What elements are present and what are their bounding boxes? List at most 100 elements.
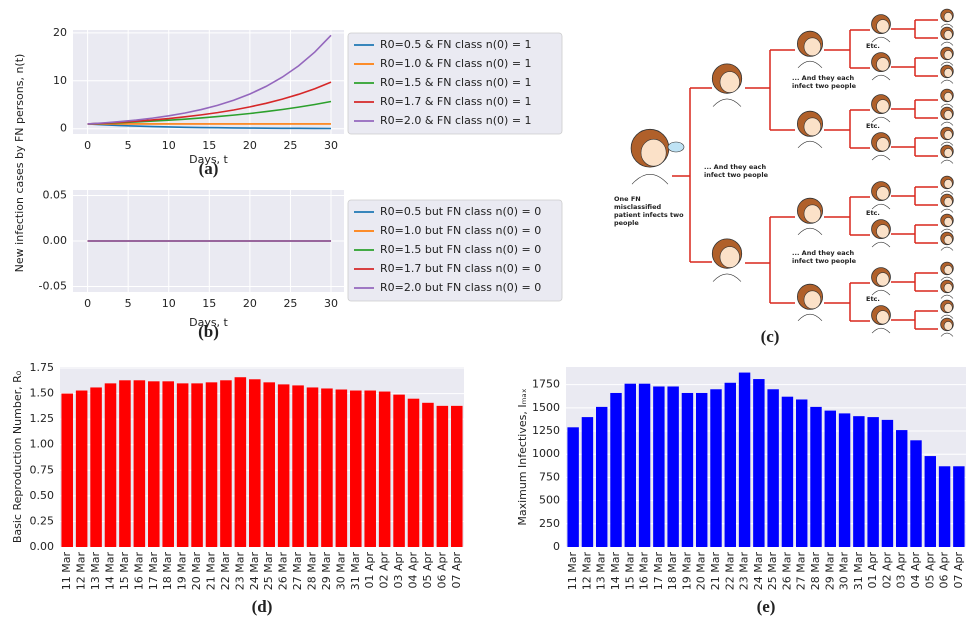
x-tick-label: 03 Apr <box>895 552 908 589</box>
legend-label: R0=2.0 but FN class n(0) = 0 <box>380 281 541 294</box>
y-tick-label: 500 <box>539 494 560 507</box>
body <box>871 116 891 123</box>
face <box>943 130 953 140</box>
body <box>940 314 954 319</box>
x-tick-label: 02 Apr <box>378 552 391 589</box>
x-tick-label: 02 Apr <box>880 552 893 589</box>
x-tick-label: 20 Mar <box>190 552 203 591</box>
bar <box>407 398 420 547</box>
bar <box>824 410 836 547</box>
legend-box <box>347 32 563 135</box>
bar <box>321 388 333 547</box>
bar <box>796 399 808 547</box>
bar <box>162 381 174 547</box>
diagram-note: ... And they each infect two people <box>704 163 768 180</box>
legend-box <box>347 199 563 302</box>
face <box>876 137 890 152</box>
x-tick-label: 21 Mar <box>709 552 722 591</box>
y-axis-label: New infection cases by FN persons, n(t) <box>13 54 26 273</box>
x-tick-label: 16 Mar <box>132 552 145 591</box>
bar <box>596 406 608 547</box>
y-tick-label: 1250 <box>532 424 560 437</box>
legend-label: R0=1.5 but FN class n(0) = 0 <box>380 243 541 256</box>
face <box>876 224 890 239</box>
face <box>943 12 953 22</box>
bar <box>653 386 665 547</box>
body <box>940 276 954 281</box>
face <box>943 110 953 120</box>
x-tick-label: 25 <box>283 297 297 310</box>
x-tick-label: 24 Mar <box>752 552 765 591</box>
x-tick-label: 19 Mar <box>680 552 693 591</box>
body <box>631 174 669 185</box>
x-tick-label: 22 Mar <box>219 552 232 591</box>
face <box>943 68 953 78</box>
bar <box>810 406 822 547</box>
y-tick-label: 750 <box>539 470 560 483</box>
x-tick-label: 04 Apr <box>909 552 922 589</box>
body <box>797 313 823 322</box>
x-tick-label: 30 <box>324 139 338 152</box>
face <box>943 197 953 207</box>
bar <box>378 391 391 547</box>
x-tick-label: 27 Mar <box>795 552 808 591</box>
y-tick-label: 0.75 <box>30 463 55 476</box>
face <box>719 71 740 93</box>
legend-label: R0=1.7 & FN class n(0) = 1 <box>380 95 532 108</box>
y-tick-label: 0.00 <box>43 234 68 247</box>
note-box: ... And they each infect two people <box>792 74 856 90</box>
x-tick-label: 17 Mar <box>147 552 160 591</box>
body <box>940 23 954 28</box>
face <box>943 217 953 227</box>
x-tick-label: 20 <box>243 139 257 152</box>
bar <box>422 402 434 547</box>
legend-label: R0=1.7 but FN class n(0) = 0 <box>380 262 541 275</box>
bar <box>176 383 189 547</box>
x-tick-label: 29 Mar <box>823 552 836 591</box>
y-tick-label: 0.00 <box>30 540 55 553</box>
x-tick-label: 18 Mar <box>666 552 679 591</box>
x-tick-label: 25 Mar <box>766 552 779 591</box>
panel-label: (e) <box>757 597 776 616</box>
bar <box>90 387 102 547</box>
x-tick-label: 0 <box>84 297 91 310</box>
body <box>940 228 954 233</box>
etc-label: Etc. <box>866 209 880 217</box>
bar <box>393 394 405 547</box>
panel-label: (a) <box>199 159 219 178</box>
bar <box>277 384 290 547</box>
bar <box>781 396 794 547</box>
bar <box>767 389 779 547</box>
face <box>803 290 822 310</box>
chart: -0.05 0.00 0.05 (b) 0 5 10 15 20 25 30 Days, t R0=0.… <box>39 188 563 341</box>
legend-label: R0=0.5 but FN class n(0) = 0 <box>380 205 541 218</box>
y-tick-label: 1.50 <box>30 387 55 400</box>
x-tick-label: 13 Mar <box>595 552 608 591</box>
x-tick-label: 25 <box>283 139 297 152</box>
face <box>640 138 667 167</box>
x-tick-label: 13 Mar <box>89 552 102 591</box>
y-tick-label: 20 <box>53 26 67 39</box>
body <box>940 246 954 251</box>
legend-label: R0=1.5 & FN class n(0) = 1 <box>380 76 532 89</box>
x-tick-label: 23 Mar <box>233 552 246 591</box>
x-tick-label: 15 <box>202 297 216 310</box>
face <box>943 265 953 275</box>
bar <box>724 382 736 547</box>
bar <box>75 390 88 547</box>
bar <box>263 382 275 547</box>
x-tick-label: 07 Apr <box>450 552 463 589</box>
x-tick-label: 01 Apr <box>866 552 879 589</box>
x-tick-label: 30 <box>324 297 338 310</box>
x-tick-label: 15 Mar <box>623 552 636 591</box>
etc-label: Etc. <box>866 122 880 130</box>
face <box>876 57 890 72</box>
x-tick-label: 14 Mar <box>609 552 622 591</box>
note-box: ... And they each infect two people <box>792 249 856 265</box>
chart: 0 10 20 New infection cases by FN persons, … <box>13 26 563 273</box>
bar <box>292 385 304 547</box>
x-tick-label: 28 Mar <box>809 552 822 591</box>
x-tick-label: 22 Mar <box>723 552 736 591</box>
bar <box>205 382 218 547</box>
x-tick-label: 31 Mar <box>349 552 362 591</box>
